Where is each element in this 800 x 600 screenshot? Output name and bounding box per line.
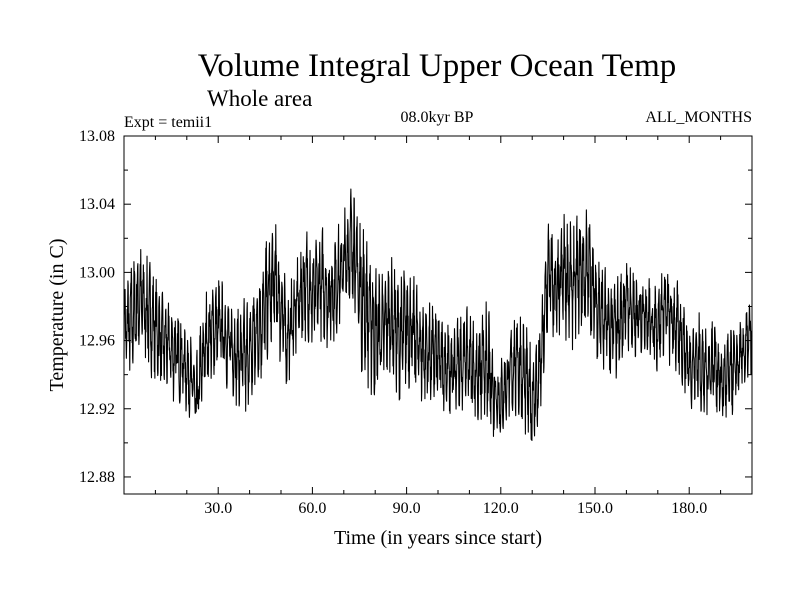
y-axis: 12.88 12.92 12.96 13.00 13.04 13.08 (79, 128, 752, 486)
x-tick-label: 180.0 (671, 500, 707, 517)
x-axis: 30.0 60.0 90.0 120.0 150.0 180.0 (154, 136, 722, 517)
y-tick-label: 13.00 (79, 264, 115, 281)
experiment-label: Expt = temii1 (124, 114, 212, 131)
x-tick-label: 120.0 (483, 500, 519, 517)
chart-title: Volume Integral Upper Ocean Temp (198, 48, 676, 84)
y-tick-label: 13.08 (79, 128, 115, 145)
y-tick-label: 12.88 (79, 469, 115, 486)
y-tick-label: 13.04 (79, 196, 115, 213)
series-line (123, 188, 753, 442)
period-label: 08.0kyr BP (401, 109, 474, 126)
chart-subtitle: Whole area (207, 86, 312, 111)
x-tick-label: 30.0 (204, 500, 232, 517)
x-axis-label: Time (in years since start) (334, 527, 542, 549)
months-label: ALL_MONTHS (645, 109, 752, 126)
x-tick-label: 60.0 (298, 500, 326, 517)
x-tick-label: 90.0 (393, 500, 421, 517)
y-tick-label: 12.96 (79, 333, 115, 350)
y-axis-label: Temperature (in C) (46, 239, 68, 392)
series-layer (123, 188, 753, 442)
x-tick-label: 150.0 (577, 500, 613, 517)
y-tick-label: 12.92 (79, 401, 115, 418)
